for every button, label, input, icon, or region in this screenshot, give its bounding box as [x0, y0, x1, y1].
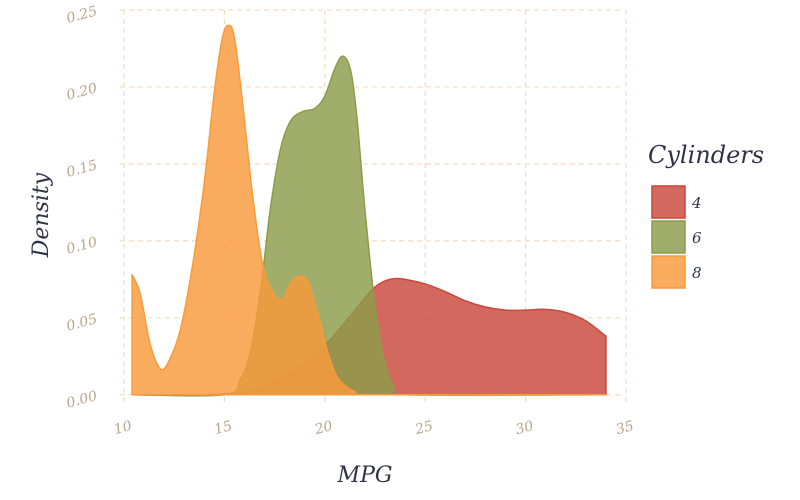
y-tick-label: 0.20	[65, 80, 99, 104]
legend-key-8	[651, 255, 686, 289]
y-axis-title: Density	[29, 172, 54, 258]
legend-label-6: 6	[692, 229, 702, 247]
x-tick-label: 25	[413, 418, 435, 438]
y-tick-label: 0.05	[65, 311, 99, 335]
legend: Cylinders 4 6 8	[648, 141, 764, 289]
x-axis-title: MPG	[337, 463, 393, 488]
legend-key-4	[651, 185, 686, 219]
density-area-8-cyl	[131, 24, 607, 396]
x-tick-label: 30	[514, 418, 535, 438]
x-tick-label: 15	[213, 418, 234, 438]
y-tick-label: 0.25	[65, 3, 99, 27]
tick-labels: 10 15 20 25 30 35 0.00 0.05 0.10 0.15 0.20 0.25	[65, 3, 636, 438]
y-tick-label: 0.00	[65, 388, 99, 412]
legend-key-6	[651, 220, 686, 254]
legend-label-4: 4	[691, 194, 702, 212]
legend-label-8: 8	[692, 264, 702, 282]
legend-items: 4 6 8	[651, 185, 702, 289]
y-tick-label: 0.15	[65, 157, 99, 181]
legend-title: Cylinders	[648, 141, 764, 169]
density-areas	[131, 24, 607, 397]
x-tick-label: 35	[614, 418, 635, 438]
y-tick-label: 0.10	[65, 234, 99, 258]
x-tick-label: 10	[112, 418, 133, 438]
x-tick-label: 20	[312, 418, 334, 438]
